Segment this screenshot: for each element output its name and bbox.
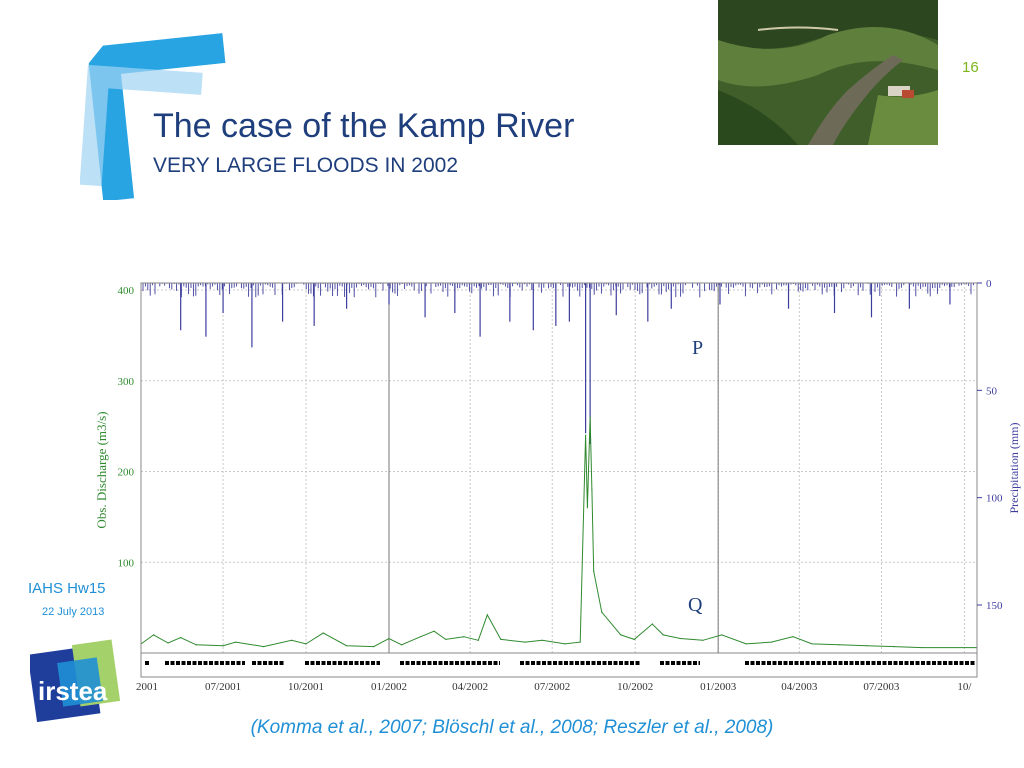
x-tick-label: 07/2001 [205, 681, 241, 693]
slide-subtitle: VERY LARGE FLOODS IN 2002 [153, 154, 459, 177]
discharge-point [167, 642, 169, 644]
conference-date: 22 July 2013 [42, 606, 105, 618]
precipitation-series [142, 283, 974, 444]
discharge-point [586, 507, 589, 509]
discharge-point [388, 637, 390, 640]
x-tick-label: 07/2002 [534, 681, 570, 693]
discharge-point [601, 611, 603, 613]
x-axis-ticks: 2001 07/2001 10/2001 01/2002 04/2002 07/2002 1… [136, 681, 972, 693]
chart-grid [140, 283, 977, 653]
slide-number: 16 [962, 59, 979, 76]
discharge-point [524, 641, 526, 643]
y-right-tick-label: 100 [986, 493, 1003, 505]
y-right-tick-label: 150 [986, 600, 1003, 612]
discharge-point [477, 639, 479, 641]
discharge-point [401, 644, 403, 646]
x-tick-label: 10/2001 [288, 681, 324, 693]
discharge-point [591, 489, 593, 491]
discharge-point [541, 639, 543, 641]
discharge-point [291, 639, 293, 641]
discharge-series [140, 416, 978, 649]
discharge-point [222, 645, 224, 647]
discharge-point [322, 632, 324, 634]
slide-title: The case of the Kamp River [153, 107, 575, 145]
discharge-point [702, 639, 704, 641]
discharge-point [433, 630, 435, 632]
discharge-point [620, 634, 622, 636]
discharge-point [305, 643, 307, 645]
y-left-axis-label: Obs. Discharge (m3/s) [94, 411, 109, 528]
discharge-point [662, 634, 664, 636]
conference-label: IAHS Hw15 [28, 580, 106, 597]
discharge-point [838, 644, 840, 646]
discharge-line [140, 416, 977, 649]
y-left-ticks: 100 200 300 400 [118, 285, 135, 569]
annotation-q: Q [688, 594, 703, 616]
discharge-point [792, 636, 794, 638]
discharge-point [866, 645, 868, 647]
discharge-point [593, 570, 595, 572]
discharge-point [486, 614, 488, 616]
y-right-tick-label: 0 [986, 278, 992, 290]
x-tick-label: 04/2002 [452, 681, 488, 693]
x-tick-label: 10/ [957, 681, 972, 693]
annotation-p: P [692, 337, 703, 359]
discharge-point [500, 638, 502, 640]
decorative-bracket [80, 33, 226, 200]
discharge-point [579, 641, 581, 643]
discharge-point [770, 641, 772, 643]
discharge-point [346, 645, 348, 647]
discharge-point [811, 643, 813, 645]
river-photo [718, 0, 938, 145]
discharge-point [263, 646, 265, 648]
y-right-ticks: 0 50 100 150 [977, 278, 1003, 612]
x-tick-label: 01/2003 [700, 681, 737, 693]
discharge-point [195, 644, 197, 646]
x-tick-label: 07/2003 [863, 681, 900, 693]
discharge-point [633, 638, 635, 640]
y-left-tick-label: 400 [118, 285, 135, 297]
discharge-point [419, 636, 422, 638]
discharge-point [651, 623, 653, 625]
discharge-point [745, 643, 747, 645]
y-right-axis-label: Precipitation (mm) [1007, 423, 1021, 514]
y-left-tick-label: 100 [118, 557, 135, 569]
irstea-logo: irstea [30, 639, 120, 722]
discharge-point [921, 646, 923, 649]
discharge-point [585, 434, 587, 436]
y-left-tick-label: 300 [118, 376, 135, 388]
discharge-point [564, 643, 566, 645]
x-tick-label: 01/2002 [371, 681, 407, 693]
discharge-point [235, 641, 237, 643]
discharge-point [180, 636, 182, 639]
discharge-point [463, 636, 465, 638]
discharge-point [589, 416, 591, 418]
x-tick-label: 2001 [136, 681, 158, 693]
citation: (Komma et al., 2007; Blöschl et al., 200… [250, 717, 774, 738]
logo-text: irstea [38, 676, 108, 706]
x-tick-label: 04/2003 [781, 681, 818, 693]
discharge-point [445, 638, 447, 640]
y-right-tick-label: 50 [986, 385, 998, 397]
discharge-point [721, 634, 723, 636]
year-separators [388, 283, 719, 653]
discharge-point [679, 637, 681, 640]
discharge-point [373, 646, 375, 648]
plot-frame [140, 282, 978, 678]
discharge-point [153, 634, 155, 636]
y-left-tick-label: 200 [118, 467, 135, 479]
discharge-point [893, 646, 895, 648]
x-tick-label: 10/2002 [617, 681, 653, 693]
